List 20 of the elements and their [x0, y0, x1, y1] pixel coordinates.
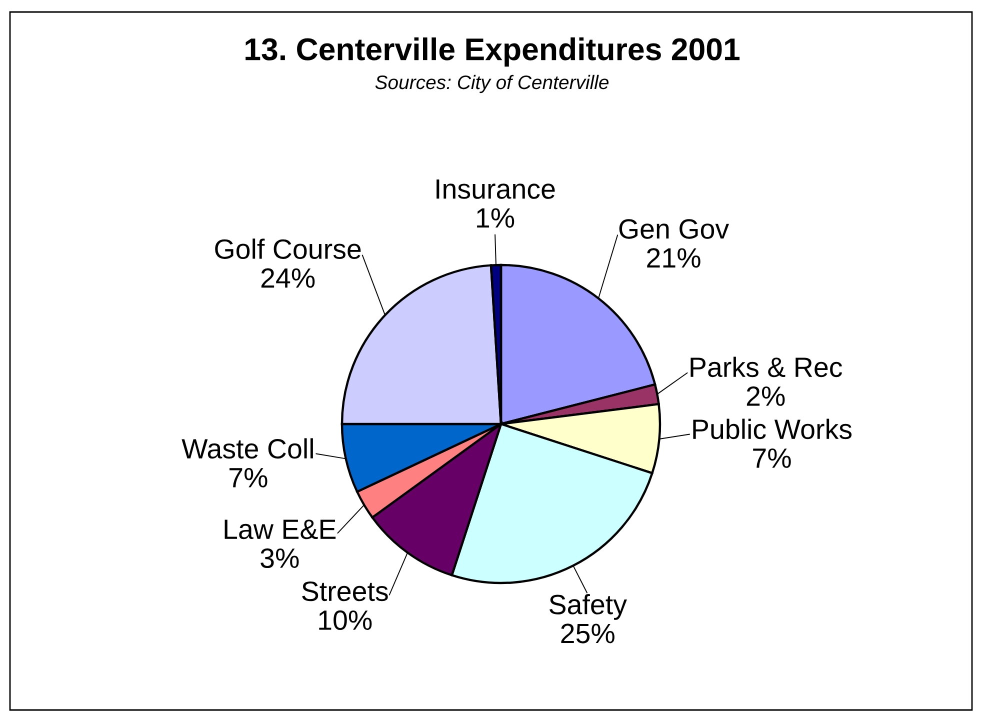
data-label: 10% [319, 610, 372, 630]
slice-label: Safety [550, 594, 627, 620]
data-label: 24% [261, 268, 315, 288]
slice-label: Gen Gov [619, 219, 730, 239]
data-label: 7% [230, 468, 268, 488]
slice-label: Streets [302, 581, 388, 602]
slice-label: Waste Coll [182, 438, 313, 459]
data-label: 7% [753, 448, 791, 468]
slice-label: Golf Course [215, 238, 361, 259]
slice-label: Parks & Rec [690, 356, 842, 378]
source-note: Sources: City of Centerville [375, 74, 609, 94]
data-label: 21% [647, 248, 700, 268]
slice-label: Insurance [436, 180, 555, 199]
data-label: 1% [477, 208, 514, 228]
slice-label: Law E&E [224, 520, 336, 540]
data-label: 25% [561, 624, 614, 644]
slice-label: Public Works [693, 418, 852, 440]
chart-title: 13. Centerville Expenditures 2001 [246, 37, 740, 67]
data-label: 2% [746, 386, 785, 406]
data-label: 3% [260, 548, 299, 568]
